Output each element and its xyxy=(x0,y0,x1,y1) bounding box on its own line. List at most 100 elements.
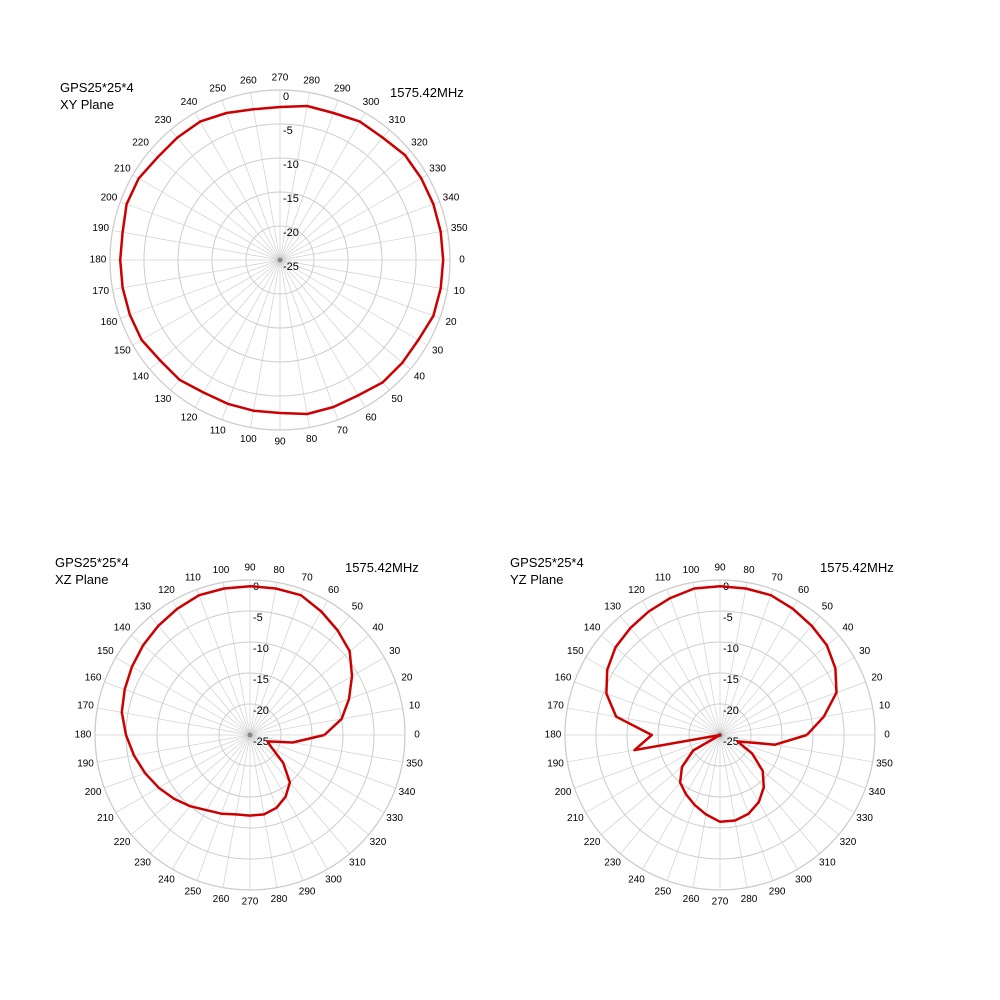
angle-label: 340 xyxy=(869,787,886,798)
angle-label: 310 xyxy=(389,115,406,126)
angle-label: 290 xyxy=(299,887,316,898)
angle-label: 250 xyxy=(185,887,202,898)
angle-label: 180 xyxy=(75,730,92,741)
angle-label: 350 xyxy=(406,759,423,770)
radial-label: -20 xyxy=(253,705,269,717)
xy-title-1: GPS25*25*4 xyxy=(60,80,134,95)
angle-label: 330 xyxy=(386,813,403,824)
angle-label: 210 xyxy=(114,164,131,175)
angle-label: 280 xyxy=(741,894,758,905)
radial-label: -5 xyxy=(283,125,293,137)
angle-label: 30 xyxy=(859,646,871,657)
angle-label: 130 xyxy=(604,602,621,613)
angle-label: 200 xyxy=(101,192,118,203)
angle-label: 70 xyxy=(337,426,349,437)
angle-label: 80 xyxy=(743,565,755,576)
angle-label: 50 xyxy=(391,394,403,405)
angle-label: 230 xyxy=(155,115,172,126)
angle-label: 270 xyxy=(242,897,259,908)
angle-label: 170 xyxy=(547,701,564,712)
angle-label: 0 xyxy=(459,255,465,266)
angle-label: 90 xyxy=(244,563,256,574)
angle-label: 0 xyxy=(884,730,890,741)
angle-label: 150 xyxy=(114,346,131,357)
radial-label: -25 xyxy=(723,736,739,748)
angle-label: 230 xyxy=(604,858,621,869)
angle-label: 50 xyxy=(822,602,834,613)
angle-label: 290 xyxy=(334,84,351,95)
angle-label: 260 xyxy=(240,75,257,86)
angle-label: 250 xyxy=(655,887,672,898)
angle-label: 260 xyxy=(683,894,700,905)
angle-label: 160 xyxy=(101,317,118,328)
radial-label: -10 xyxy=(283,159,299,171)
angle-label: 30 xyxy=(432,346,444,357)
angle-label: 140 xyxy=(114,622,131,633)
angle-label: 320 xyxy=(370,837,387,848)
angle-label: 140 xyxy=(584,622,601,633)
yz-title-1: GPS25*25*4 xyxy=(510,555,584,570)
angle-label: 290 xyxy=(769,887,786,898)
angle-label: 150 xyxy=(567,646,584,657)
angle-label: 240 xyxy=(628,874,645,885)
radial-label: -10 xyxy=(723,643,739,655)
angle-label: 140 xyxy=(132,372,149,383)
angle-label: 130 xyxy=(155,394,172,405)
angle-label: 300 xyxy=(363,97,380,108)
polar-chart-yz: 0102030405060708090100110120130140150160… xyxy=(545,563,894,908)
angle-label: 20 xyxy=(445,317,457,328)
angle-label: 190 xyxy=(92,223,109,234)
xz-title-1: GPS25*25*4 xyxy=(55,555,129,570)
yz-freq: 1575.42MHz xyxy=(820,560,894,575)
angle-label: 280 xyxy=(303,75,320,86)
yz-title-2: YZ Plane xyxy=(510,572,563,587)
radial-label: -5 xyxy=(723,612,733,624)
angle-label: 340 xyxy=(443,192,460,203)
angle-label: 60 xyxy=(328,585,340,596)
angle-label: 80 xyxy=(273,565,285,576)
angle-label: 210 xyxy=(567,813,584,824)
angle-label: 10 xyxy=(454,286,466,297)
angle-label: 350 xyxy=(451,223,468,234)
angle-label: 210 xyxy=(97,813,114,824)
angle-label: 310 xyxy=(819,858,836,869)
angle-label: 50 xyxy=(352,602,364,613)
radial-label: -15 xyxy=(283,193,299,205)
radial-label: -20 xyxy=(723,705,739,717)
angle-label: 170 xyxy=(77,701,94,712)
radial-label: -10 xyxy=(253,643,269,655)
angle-label: 280 xyxy=(271,894,288,905)
angle-label: 70 xyxy=(772,573,784,584)
angle-label: 130 xyxy=(134,602,151,613)
xz-freq: 1575.42MHz xyxy=(345,560,419,575)
polar-charts-svg: 0102030405060708090100110120130140150160… xyxy=(0,0,1000,1000)
radial-label: -20 xyxy=(283,227,299,239)
angle-label: 350 xyxy=(876,759,893,770)
angle-label: 300 xyxy=(325,874,342,885)
radial-label: -5 xyxy=(253,612,263,624)
angle-label: 160 xyxy=(555,673,572,684)
angle-label: 0 xyxy=(414,730,420,741)
radial-label: -15 xyxy=(253,674,269,686)
angle-label: 70 xyxy=(302,573,314,584)
angle-label: 330 xyxy=(429,164,446,175)
angle-label: 330 xyxy=(856,813,873,824)
angle-label: 320 xyxy=(411,138,428,149)
angle-label: 110 xyxy=(655,573,671,584)
angle-label: 320 xyxy=(840,837,857,848)
angle-label: 10 xyxy=(409,701,421,712)
angle-label: 220 xyxy=(132,138,149,149)
radial-label: -25 xyxy=(283,261,299,273)
angle-label: 220 xyxy=(114,837,131,848)
angle-label: 120 xyxy=(158,585,175,596)
angle-label: 260 xyxy=(213,894,230,905)
angle-label: 270 xyxy=(712,897,729,908)
angle-label: 190 xyxy=(77,759,94,770)
angle-label: 20 xyxy=(401,673,413,684)
angle-label: 180 xyxy=(90,255,107,266)
xy-freq: 1575.42MHz xyxy=(390,85,464,100)
center-marker xyxy=(278,258,283,263)
radial-label: -15 xyxy=(723,674,739,686)
angle-label: 190 xyxy=(547,759,564,770)
angle-label: 170 xyxy=(92,286,109,297)
